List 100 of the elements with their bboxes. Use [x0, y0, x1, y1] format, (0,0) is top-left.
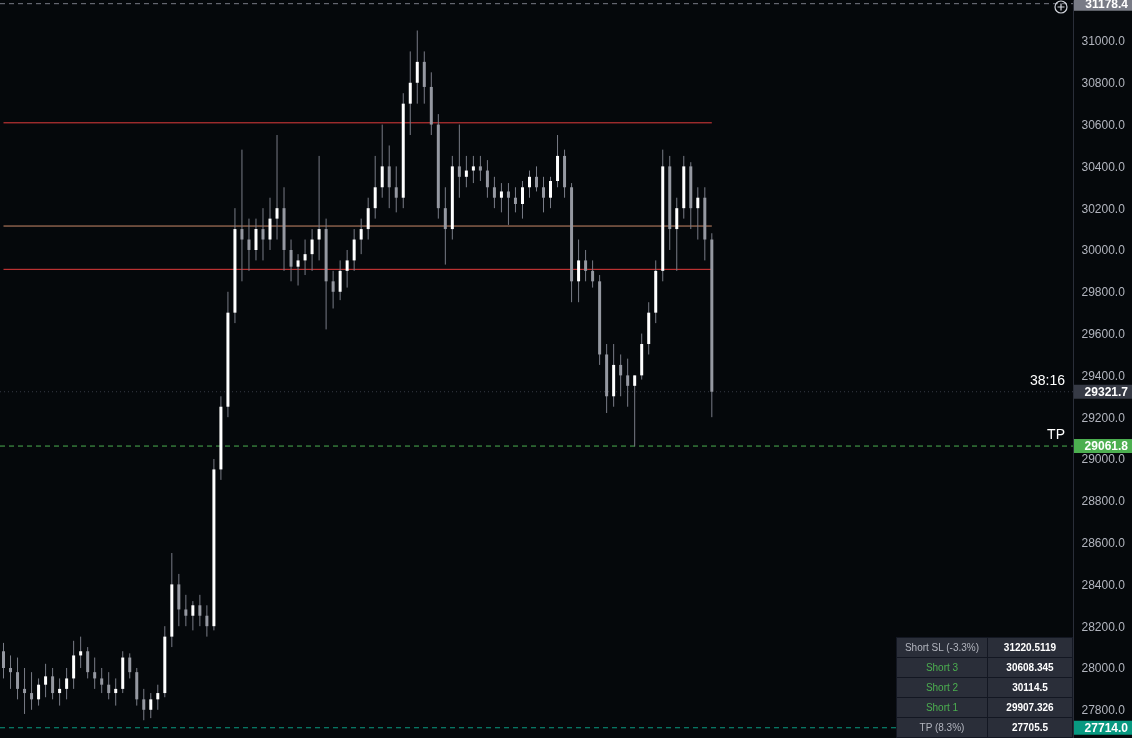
y-tick-label: 29200.0 — [1081, 410, 1126, 425]
candlestick — [527, 170, 531, 199]
candlestick — [471, 155, 475, 184]
annotation: TP — [1047, 426, 1065, 443]
candlestick — [675, 197, 679, 272]
candlestick — [408, 50, 412, 136]
candlestick — [584, 249, 588, 282]
y-tick-label: 30800.0 — [1081, 76, 1126, 91]
candlestick — [65, 667, 69, 700]
annotation: Short SL (-3.3%) — [896, 637, 988, 658]
candlestick — [633, 374, 637, 447]
candlestick — [191, 600, 195, 631]
candlestick — [345, 249, 349, 289]
annotation: 30114.5 — [987, 677, 1073, 698]
y-tick-label: 30000.0 — [1081, 243, 1126, 258]
candlestick — [535, 165, 538, 192]
candlestick — [520, 180, 524, 220]
candlestick — [86, 646, 90, 679]
candlestick — [205, 604, 209, 638]
candlestick — [156, 684, 160, 711]
candlestick — [72, 640, 76, 690]
candlestick — [577, 239, 581, 303]
annotation: 30608.345 — [987, 657, 1073, 678]
candlestick — [296, 253, 300, 286]
candlestick — [23, 667, 27, 715]
y-tick-label: 29400.0 — [1081, 368, 1126, 383]
candlestick — [696, 186, 700, 241]
candlestick — [394, 165, 398, 213]
candlestick — [198, 594, 202, 627]
candlestick — [79, 636, 83, 669]
y-tick-label: 29000.0 — [1081, 452, 1126, 467]
y-tick-label: 29600.0 — [1081, 327, 1126, 342]
candlestick — [366, 197, 370, 241]
candlestick — [626, 358, 630, 408]
candlestick — [275, 134, 279, 241]
annotation: Short 2 — [896, 677, 988, 698]
y-tick-label: 31000.0 — [1081, 34, 1126, 49]
candlestick — [443, 186, 447, 266]
annotation: TP (8.3%) — [896, 717, 988, 738]
candlestick — [499, 182, 503, 213]
candlestick — [457, 124, 461, 199]
candlestick — [352, 228, 356, 272]
ref-line-label: 27714.0 — [1084, 720, 1129, 735]
annotation: Short 3 — [896, 657, 988, 678]
candlestick — [591, 259, 595, 289]
candlestick — [492, 176, 496, 209]
ref-line-label: 29061.8 — [1084, 439, 1129, 454]
candlestick — [331, 270, 335, 309]
y-tick-label: 28200.0 — [1081, 619, 1126, 634]
candlestick — [303, 239, 307, 276]
candlestick — [387, 144, 391, 209]
candlestick — [9, 654, 13, 690]
candlestick — [149, 692, 153, 719]
candlestick — [373, 155, 377, 220]
y-tick-label: 30400.0 — [1081, 159, 1126, 174]
annotation: 27705.5 — [987, 717, 1073, 738]
candlestick — [549, 176, 553, 209]
candlestick — [93, 657, 97, 690]
y-tick-label: 30600.0 — [1081, 118, 1126, 133]
candlestick — [506, 182, 510, 226]
candlestick — [128, 652, 132, 679]
candlestick — [254, 218, 258, 261]
y-tick-label: 28400.0 — [1081, 577, 1126, 592]
candlestick — [542, 176, 546, 213]
candlestick — [2, 642, 6, 679]
candlestick — [268, 197, 272, 251]
candlestick — [142, 688, 146, 721]
candlestick — [464, 155, 468, 188]
candlestick — [114, 677, 118, 707]
candlestick — [16, 657, 20, 700]
candlestick — [310, 228, 314, 272]
y-tick-label: 30200.0 — [1081, 201, 1126, 216]
candlestick — [51, 667, 55, 700]
candlestick — [619, 353, 623, 397]
annotation: 38:16 — [1029, 371, 1066, 388]
candlestick — [338, 259, 342, 301]
candlestick — [261, 207, 265, 261]
candlestick — [240, 149, 244, 282]
candlestick — [513, 186, 517, 213]
candlestick — [247, 218, 251, 272]
candlestick — [380, 124, 384, 199]
candlestick — [359, 218, 363, 255]
annotation: 31220.5119 — [987, 637, 1073, 658]
candlestick — [44, 663, 48, 698]
candlestick — [485, 159, 489, 199]
candlestick — [317, 155, 321, 261]
y-tick-label: 27800.0 — [1081, 703, 1126, 718]
candlestick — [184, 594, 188, 627]
annotation: 29907.326 — [987, 697, 1073, 718]
ref-line-label: 29321.7 — [1084, 384, 1129, 399]
candlestick — [100, 667, 104, 694]
y-tick-label: 28600.0 — [1081, 536, 1126, 551]
annotation: Short 1 — [896, 697, 988, 718]
candlestick — [289, 239, 293, 282]
candlestick — [30, 671, 34, 711]
candlestick — [478, 155, 482, 182]
candlestick — [415, 30, 419, 105]
candlestick — [107, 671, 111, 700]
candlestick — [37, 677, 41, 707]
ref-line-label: 31178.4 — [1085, 0, 1129, 11]
